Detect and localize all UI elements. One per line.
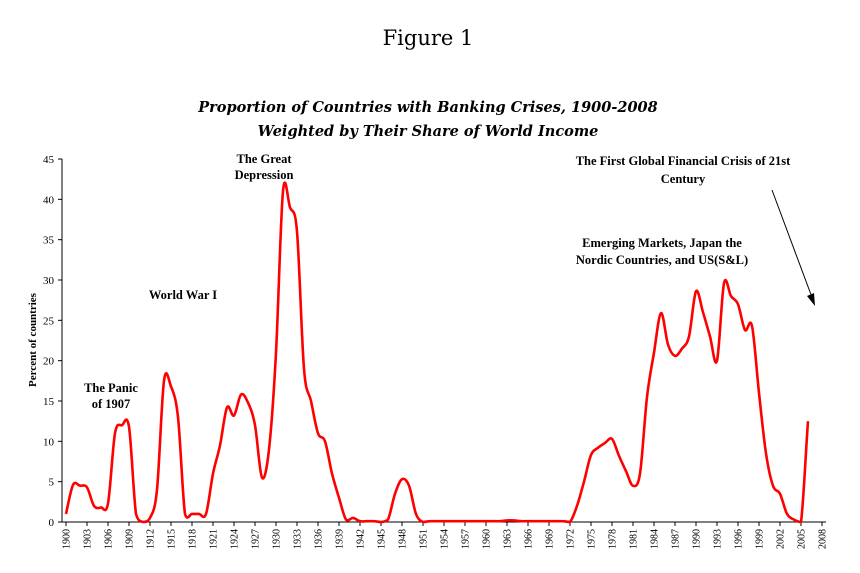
x-tick-label: 1900 <box>62 529 73 549</box>
x-tick-label: 1948 <box>398 529 409 549</box>
x-tick-label: 1930 <box>272 529 283 549</box>
x-tick-label: 1987 <box>671 529 682 549</box>
x-tick-label: 2002 <box>776 529 787 549</box>
y-tick-label: 30 <box>43 275 55 287</box>
y-tick-label: 10 <box>43 436 55 448</box>
x-tick-label: 1993 <box>713 529 724 549</box>
y-tick-label: 5 <box>49 477 55 489</box>
x-tick-label: 1972 <box>566 529 577 549</box>
x-tick-label: 1936 <box>314 529 325 549</box>
x-tick-label: 2008 <box>818 529 829 549</box>
y-tick-label: 45 <box>43 154 55 166</box>
x-tick-label: 1939 <box>335 529 346 549</box>
x-tick-label: 1957 <box>461 529 472 549</box>
x-tick-label: 2005 <box>797 529 808 549</box>
y-tick-label: 40 <box>43 194 55 206</box>
annotation-emerging-markets-line1: Emerging Markets, Japan the <box>582 236 742 250</box>
chart-subtitle: Weighted by Their Share of World Income <box>258 123 599 140</box>
x-tick-label: 1966 <box>524 529 535 549</box>
y-tick-label: 0 <box>49 517 55 529</box>
y-tick-label: 15 <box>43 396 55 408</box>
x-tick-label: 1918 <box>188 529 199 549</box>
annotation-panic-1907-line1: The Panic <box>84 381 138 395</box>
figure-label: Figure 1 <box>383 26 474 50</box>
x-tick-label: 1906 <box>104 529 115 549</box>
x-tick-label: 1912 <box>146 529 157 549</box>
annotation-world-war-1: World War I <box>149 288 217 302</box>
y-tick-label: 35 <box>43 235 55 247</box>
x-tick-label: 1951 <box>419 529 430 549</box>
x-tick-label: 1969 <box>545 529 556 549</box>
series-line <box>64 181 810 524</box>
x-tick-label: 1999 <box>755 529 766 549</box>
x-tick-label: 1963 <box>503 529 514 549</box>
x-ticks: 1900 1903 1906 1909 1912 1915 1918 1921 1924 1927… <box>62 522 829 549</box>
x-tick-label: 1933 <box>293 529 304 549</box>
x-tick-label: 1960 <box>482 529 493 549</box>
annotation-global-crisis-line1: The First Global Financial Crisis of 21s… <box>576 154 791 168</box>
annotation-panic-1907-line2: of 1907 <box>92 397 131 411</box>
chart-title: Proportion of Countries with Banking Cri… <box>197 99 658 116</box>
x-tick-label: 1942 <box>356 529 367 549</box>
x-tick-label: 1981 <box>629 529 640 549</box>
annotation-arrowhead <box>807 293 815 306</box>
y-ticks: 0 5 10 15 20 25 30 35 40 45 <box>43 154 62 529</box>
x-tick-label: 1903 <box>83 529 94 549</box>
annotation-emerging-markets-line2: Nordic Countries, and US(S&L) <box>576 253 748 267</box>
annotation-arrow-shaft <box>771 189 814 301</box>
x-tick-label: 1924 <box>230 529 241 549</box>
x-tick-label: 1921 <box>209 529 220 549</box>
y-tick-label: 20 <box>43 356 55 368</box>
y-axis-label: Percent of countries <box>27 292 39 387</box>
series-group <box>64 181 810 524</box>
x-tick-label: 1984 <box>650 529 661 549</box>
x-tick-label: 1915 <box>167 529 178 549</box>
x-tick-label: 1990 <box>692 529 703 549</box>
y-tick-label: 25 <box>43 315 55 327</box>
x-tick-label: 1945 <box>377 529 388 549</box>
annotation-great-depression-line1: The Great <box>237 152 293 166</box>
x-tick-label: 1978 <box>608 529 619 549</box>
x-tick-label: 1996 <box>734 529 745 549</box>
annotation-great-depression-line2: Depression <box>235 168 294 182</box>
x-tick-label: 1909 <box>125 529 136 549</box>
annotation-global-crisis-line2: Century <box>661 172 706 186</box>
x-tick-label: 1954 <box>440 529 451 549</box>
x-tick-label: 1975 <box>587 529 598 549</box>
x-tick-label: 1927 <box>251 529 262 549</box>
